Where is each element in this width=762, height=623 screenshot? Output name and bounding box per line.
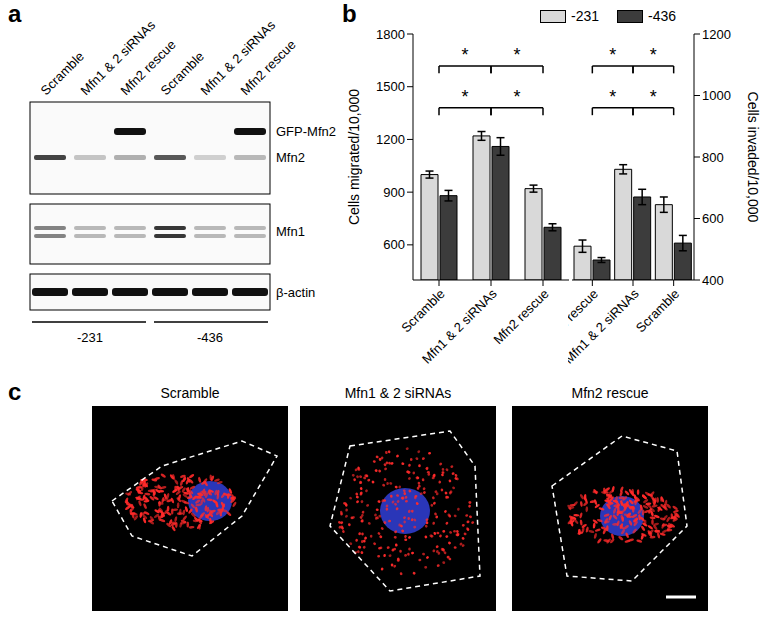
svg-text:Mfn2 rescue: Mfn2 rescue [117, 36, 179, 99]
svg-text:1000: 1000 [702, 88, 731, 103]
svg-text:*: * [461, 45, 468, 65]
svg-text:Mfn2: Mfn2 [276, 150, 305, 165]
svg-text:Mfn1: Mfn1 [276, 224, 305, 239]
svg-text:Mfn2 rescue: Mfn2 rescue [490, 286, 551, 347]
svg-text:-231: -231 [77, 330, 103, 345]
svg-text:Mfn1 & 2 siRNAs: Mfn1 & 2 siRNAs [77, 17, 159, 99]
svg-text:1200: 1200 [702, 27, 731, 42]
svg-text:*: * [513, 45, 520, 65]
svg-text:Cells invaded/10,000: Cells invaded/10,000 [745, 92, 754, 223]
svg-text:Mfn2 rescue: Mfn2 rescue [571, 385, 648, 401]
svg-text:*: * [609, 87, 616, 107]
svg-text:600: 600 [702, 211, 724, 226]
svg-text:1800: 1800 [376, 27, 405, 42]
svg-text:c: c [8, 378, 21, 405]
html-text:-231: -231 [571, 8, 599, 24]
svg-text:Scramble: Scramble [398, 286, 447, 335]
svg-text:-436: -436 [197, 330, 223, 345]
svg-text:*: * [650, 87, 657, 107]
svg-text:a: a [8, 0, 22, 27]
svg-text:*: * [513, 87, 520, 107]
svg-text:1200: 1200 [376, 132, 405, 147]
svg-text:900: 900 [383, 185, 405, 200]
svg-text:Mfn1 & 2 siRNAs: Mfn1 & 2 siRNAs [345, 385, 452, 401]
svg-text:*: * [609, 45, 616, 65]
svg-text:*: * [650, 45, 657, 65]
svg-text:600: 600 [383, 237, 405, 252]
svg-text:Cells migrated/10,000: Cells migrated/10,000 [346, 89, 362, 225]
svg-text:Mfn1 & 2 siRNAs: Mfn1 & 2 siRNAs [197, 17, 279, 99]
html-text:-436: -436 [648, 8, 677, 24]
svg-text:400: 400 [702, 273, 724, 288]
svg-text:Mfn2 rescue: Mfn2 rescue [238, 37, 299, 98]
svg-text:1500: 1500 [376, 79, 405, 94]
html-text:b: b [342, 0, 357, 27]
svg-text:GFP-Mfn2: GFP-Mfn2 [276, 124, 336, 139]
svg-text:Scramble: Scramble [157, 48, 207, 99]
svg-text:Mfn1 & 2 siRNAs: Mfn1 & 2 siRNAs [419, 286, 500, 367]
svg-text:Scramble: Scramble [160, 385, 219, 401]
svg-text:β-actin: β-actin [276, 285, 315, 300]
svg-text:Scramble: Scramble [633, 286, 682, 335]
svg-text:800: 800 [702, 150, 724, 165]
svg-text:Scramble: Scramble [37, 48, 87, 99]
svg-text:Mfn1 & 2 siRNAs: Mfn1 & 2 siRNAs [568, 286, 642, 367]
svg-text:*: * [461, 87, 468, 107]
